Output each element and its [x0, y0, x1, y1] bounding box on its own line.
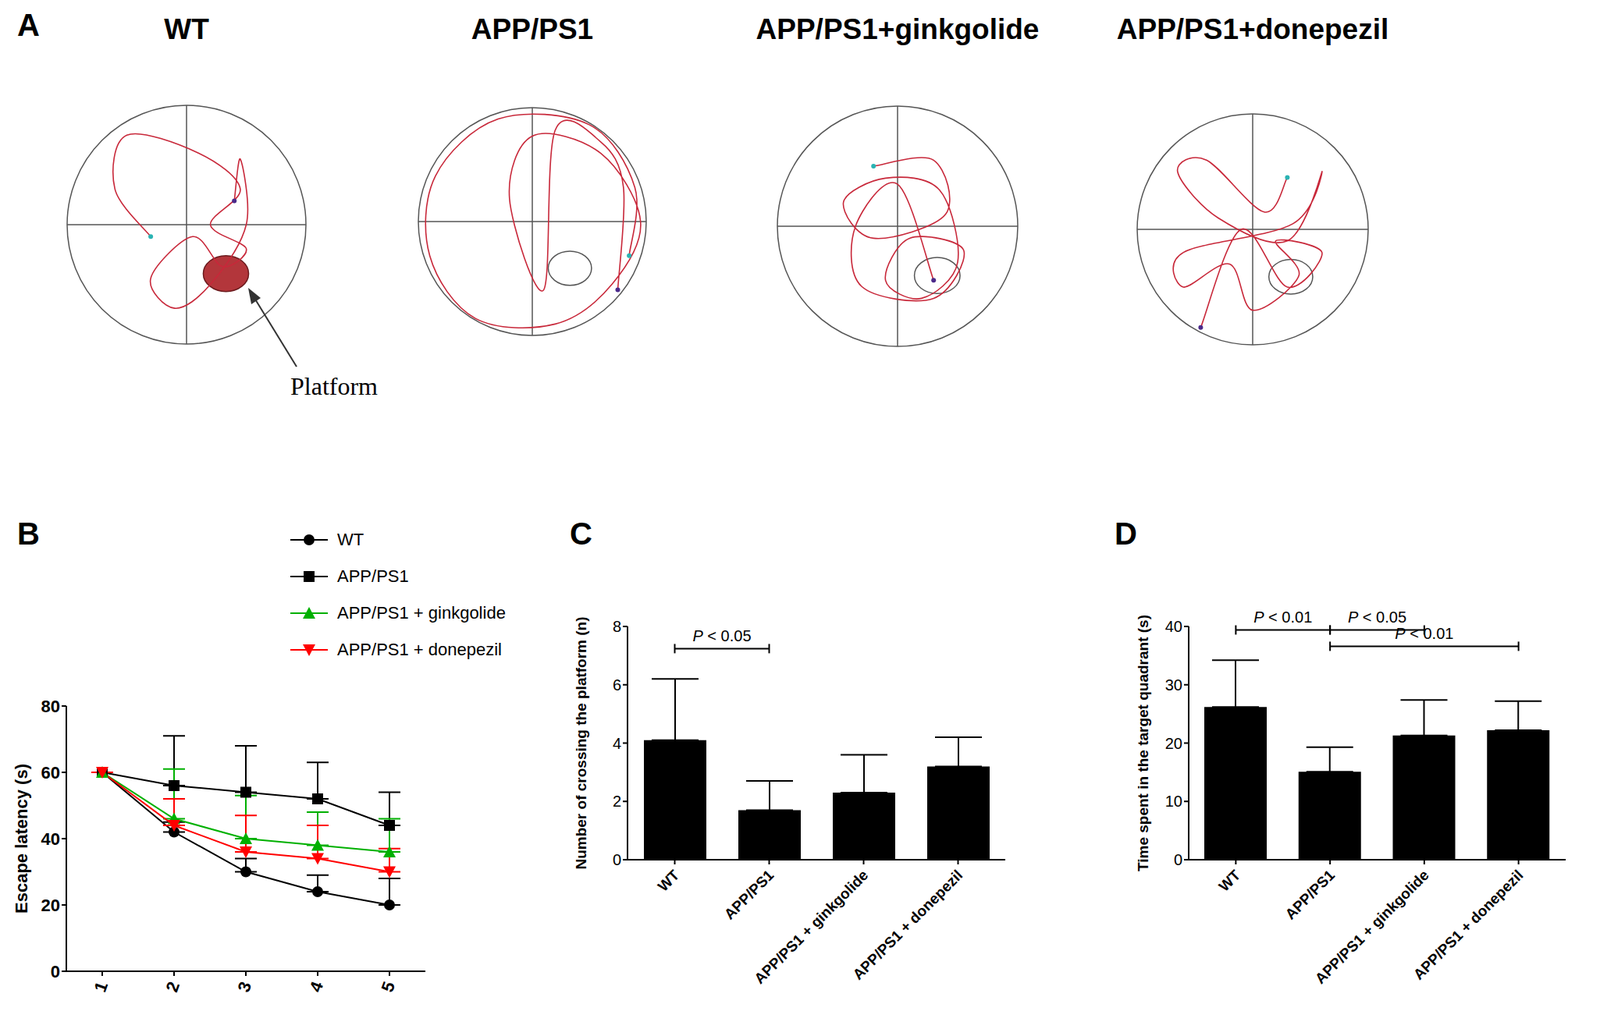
html-text:D: D: [1114, 516, 1138, 552]
html-text:APP/PS1 + ginkgolide: APP/PS1 + ginkgolide: [337, 602, 506, 623]
svg-text:5: 5: [377, 979, 400, 996]
svg-text:2: 2: [612, 792, 622, 811]
html-text:APP/PS1: APP/PS1: [337, 566, 409, 586]
svg-text:0: 0: [50, 962, 61, 982]
svg-text:1: 1: [90, 979, 113, 996]
svg-text:4: 4: [612, 735, 622, 753]
svg-text:0: 0: [612, 851, 622, 869]
svg-text:Time spent in the target quadr: Time spent in the target quadrant (s): [1134, 615, 1152, 872]
svg-text:APP/PS1 + ginkgolide: APP/PS1 + ginkgolide: [751, 867, 872, 988]
svg-text:P < 0.01: P < 0.01: [1253, 608, 1312, 626]
svg-text:APP/PS1+ginkgolide: APP/PS1+ginkgolide: [756, 13, 1040, 46]
svg-text:3: 3: [234, 979, 256, 996]
svg-text:Escape latency (s): Escape latency (s): [11, 764, 32, 914]
svg-text:30: 30: [1165, 676, 1183, 694]
svg-text:P < 0.01: P < 0.01: [1394, 625, 1454, 643]
svg-text:20: 20: [1165, 735, 1183, 753]
svg-text:6: 6: [612, 676, 622, 694]
svg-text:60: 60: [41, 763, 61, 783]
svg-text:2: 2: [162, 979, 185, 996]
svg-text:APP/PS1 + donepezil: APP/PS1 + donepezil: [849, 867, 967, 984]
svg-text:WT: WT: [654, 867, 683, 896]
svg-text:WT: WT: [1216, 867, 1245, 896]
svg-text:APP/PS1: APP/PS1: [471, 13, 594, 46]
svg-text:APP/PS1: APP/PS1: [721, 867, 778, 924]
svg-text:20: 20: [41, 896, 61, 916]
svg-text:P < 0.05: P < 0.05: [1347, 608, 1407, 626]
svg-text:40: 40: [1165, 618, 1183, 636]
svg-text:8: 8: [612, 618, 622, 636]
svg-text:WT: WT: [163, 13, 210, 46]
svg-text:10: 10: [1165, 792, 1183, 811]
svg-text:A: A: [17, 7, 40, 43]
svg-text:Platform: Platform: [290, 372, 378, 401]
html-text:WT: WT: [337, 529, 364, 550]
svg-text:APP/PS1 + donepezil: APP/PS1 + donepezil: [1410, 867, 1527, 984]
svg-text:Number of crossing the platfor: Number of crossing the platform (n): [572, 616, 590, 870]
html-text:APP/PS1 + donepezil: APP/PS1 + donepezil: [337, 639, 502, 660]
html-text:B: B: [17, 516, 40, 552]
svg-text:0: 0: [1173, 851, 1183, 869]
svg-text:APP/PS1+donepezil: APP/PS1+donepezil: [1116, 13, 1390, 46]
svg-text:40: 40: [41, 829, 61, 850]
html-text:C: C: [569, 516, 593, 552]
svg-text:4: 4: [305, 978, 328, 996]
svg-text:APP/PS1 + ginkgolide: APP/PS1 + ginkgolide: [1311, 867, 1433, 988]
svg-text:80: 80: [41, 696, 61, 717]
svg-text:APP/PS1: APP/PS1: [1281, 867, 1338, 924]
svg-text:P < 0.05: P < 0.05: [692, 627, 751, 645]
